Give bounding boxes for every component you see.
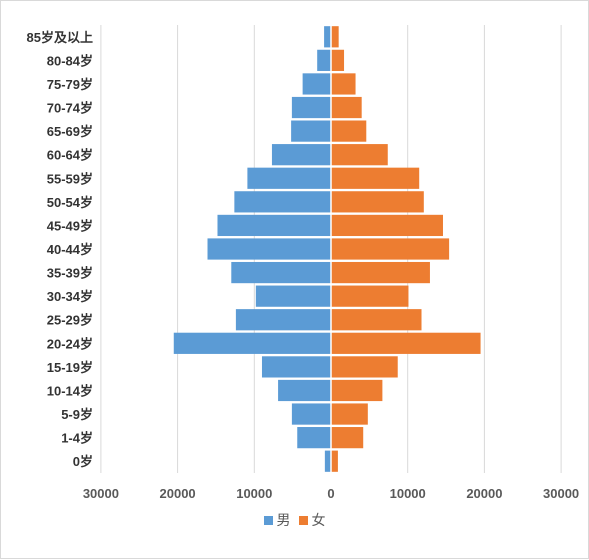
bar-male: [271, 144, 331, 166]
bar-male: [278, 379, 331, 402]
bar-female: [331, 332, 481, 354]
y-tick-label: 45-49岁: [47, 218, 93, 233]
bar-female: [331, 356, 398, 378]
legend-swatch-female: [298, 515, 308, 525]
bar-female: [331, 261, 430, 284]
bars: [173, 25, 481, 473]
y-tick-label: 30-34岁: [47, 289, 93, 304]
y-tick-label: 5-9岁: [61, 407, 93, 422]
bar-female: [331, 191, 424, 213]
bar-male: [291, 120, 331, 142]
bar-male: [247, 167, 331, 189]
y-tick-label: 20-24岁: [47, 336, 93, 351]
bar-male: [235, 309, 331, 331]
x-tick-label: 30000: [83, 486, 119, 501]
bar-female: [331, 309, 422, 331]
bar-male: [317, 49, 331, 71]
bar-female: [331, 427, 364, 449]
bar-male: [324, 26, 331, 48]
bar-male: [173, 332, 331, 354]
bar-male: [207, 238, 331, 260]
bar-male: [291, 96, 331, 119]
y-tick-label: 35-39岁: [47, 266, 93, 281]
bar-female: [331, 73, 356, 95]
bar-female: [331, 403, 368, 425]
y-tick-label: 55-59岁: [47, 171, 93, 186]
bar-male: [302, 73, 331, 95]
y-tick-label: 80-84岁: [47, 53, 93, 68]
x-tick-label: 10000: [236, 486, 272, 501]
bar-male: [234, 191, 331, 213]
y-tick-label: 50-54岁: [47, 195, 93, 210]
bar-male: [324, 450, 331, 472]
y-tick-label: 15-19岁: [47, 360, 93, 375]
bar-male: [255, 285, 331, 307]
bar-male: [217, 214, 331, 237]
legend: 男 女: [0, 510, 589, 530]
bar-female: [331, 450, 338, 472]
bar-female: [331, 96, 362, 119]
x-tick-labels: 30000 20000 10000 0 10000 20000 30000: [83, 486, 579, 501]
x-tick-label: 0: [327, 486, 334, 501]
bar-female: [331, 285, 409, 307]
y-tick-label: 70-74岁: [47, 101, 93, 116]
legend-item-female: 女: [298, 510, 326, 530]
y-tick-label: 40-44岁: [47, 242, 93, 257]
bar-female: [331, 144, 388, 166]
y-tick-label: 25-29岁: [47, 313, 93, 328]
y-tick-label: 60-64岁: [47, 148, 93, 163]
bar-male: [261, 356, 331, 378]
legend-swatch-male: [263, 515, 273, 525]
bar-female: [331, 49, 345, 71]
y-tick-label: 85岁及以上: [27, 30, 93, 45]
legend-item-male: 男: [263, 510, 291, 530]
bar-female: [331, 214, 443, 237]
bar-female: [331, 167, 420, 189]
x-tick-label: 10000: [390, 486, 426, 501]
y-tick-label: 75-79岁: [47, 77, 93, 92]
bar-female: [331, 26, 339, 48]
x-tick-label: 30000: [543, 486, 579, 501]
legend-label-male: 男: [276, 512, 291, 528]
y-tick-label: 1-4岁: [61, 431, 93, 446]
x-tick-label: 20000: [160, 486, 196, 501]
bar-female: [331, 379, 383, 402]
y-tick-labels: 0岁 1-4岁 5-9岁 10-14岁 15-19岁 20-24岁 25-29岁 30-34岁…: [27, 30, 93, 469]
x-tick-label: 20000: [466, 486, 502, 501]
legend-label-female: 女: [311, 512, 326, 528]
bar-female: [331, 120, 367, 142]
bar-male: [297, 427, 331, 449]
bar-male: [231, 261, 331, 284]
bar-female: [331, 238, 450, 260]
y-tick-label: 65-69岁: [47, 124, 93, 139]
y-tick-label: 0岁: [73, 454, 93, 469]
y-tick-label: 10-14岁: [47, 383, 93, 398]
bar-male: [291, 403, 331, 425]
